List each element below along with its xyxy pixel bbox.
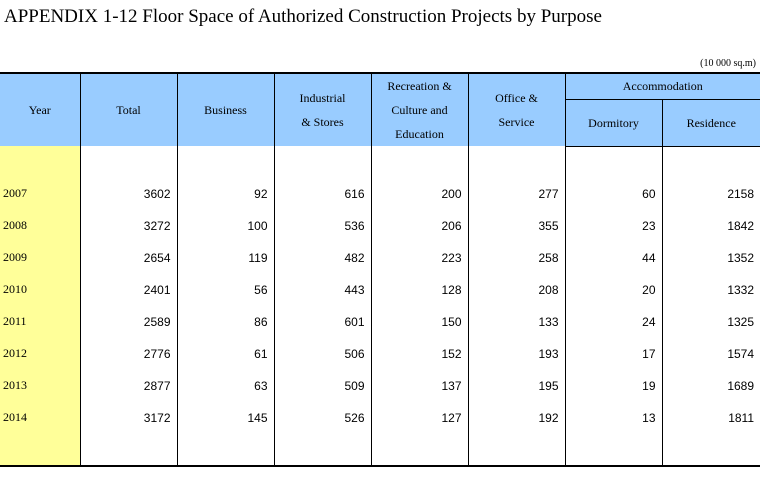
cell-year: 2012 [0, 337, 80, 370]
cell-business: 145 [176, 401, 274, 434]
header-recreation-line2: Culture and [391, 103, 448, 117]
cell-industrial: 616 [273, 177, 371, 210]
cell-year: 2011 [0, 305, 80, 338]
cell-recreation: 152 [370, 337, 468, 370]
cell-residence: 2158 [661, 177, 760, 210]
cell-dormitory: 17 [564, 337, 662, 370]
table-row: 2008 3272 100 536 206 355 23 1842 [0, 209, 760, 242]
cell-office: 193 [467, 337, 565, 370]
cell-industrial: 482 [273, 241, 371, 274]
header-industrial-line2: & Stores [301, 115, 344, 129]
table-row: 2012 2776 61 506 152 193 17 1574 [0, 337, 760, 370]
cell-industrial: 509 [273, 369, 371, 402]
cell-year: 2013 [0, 369, 80, 402]
header-year: Year [0, 72, 80, 146]
cell-year: 2009 [0, 241, 80, 274]
table-row: 2007 3602 92 616 200 277 60 2158 [0, 177, 760, 210]
cell-industrial: 443 [273, 273, 371, 306]
cell-dormitory: 60 [564, 177, 662, 210]
header-recreation-line3: Education [395, 127, 444, 141]
cell-year: 2008 [0, 209, 80, 242]
floor-space-table: Year Total Business Industrial & Stores … [0, 71, 760, 467]
cell-recreation: 206 [370, 209, 468, 242]
header-recreation-line1: Recreation & [387, 79, 452, 93]
cell-residence: 1325 [661, 305, 760, 338]
cell-industrial: 506 [273, 337, 371, 370]
table-row: 2009 2654 119 482 223 258 44 1352 [0, 241, 760, 274]
cell-business: 86 [176, 305, 274, 338]
cell-office: 133 [467, 305, 565, 338]
cell-business: 63 [176, 369, 274, 402]
cell-dormitory: 23 [564, 209, 662, 242]
cell-dormitory: 24 [564, 305, 662, 338]
header-office-line1: Office & [495, 91, 538, 105]
cell-residence: 1811 [661, 401, 760, 434]
table-row: 2010 2401 56 443 128 208 20 1332 [0, 273, 760, 306]
cell-total: 3602 [79, 177, 177, 210]
cell-office: 208 [467, 273, 565, 306]
cell-dormitory: 20 [564, 273, 662, 306]
cell-residence: 1352 [661, 241, 760, 274]
cell-total: 2401 [79, 273, 177, 306]
header-industrial-line1: Industrial [299, 91, 346, 105]
cell-recreation: 223 [370, 241, 468, 274]
header-residence: Residence [661, 98, 760, 147]
cell-residence: 1332 [661, 273, 760, 306]
cell-total: 2776 [79, 337, 177, 370]
header-dormitory: Dormitory [564, 98, 662, 147]
cell-total: 3272 [79, 209, 177, 242]
cell-residence: 1842 [661, 209, 760, 242]
header-industrial: Industrial & Stores [273, 72, 371, 146]
cell-office: 355 [467, 209, 565, 242]
unit-label: (10 000 sq.m) [700, 58, 756, 69]
cell-recreation: 137 [370, 369, 468, 402]
spacer-row-bottom [0, 433, 760, 467]
cell-dormitory: 44 [564, 241, 662, 274]
header-accommodation: Accommodation [564, 71, 760, 100]
page-title: APPENDIX 1-12 Floor Space of Authorized … [4, 6, 602, 27]
table-row: 2011 2589 86 601 150 133 24 1325 [0, 305, 760, 338]
cell-industrial: 526 [273, 401, 371, 434]
cell-business: 56 [176, 273, 274, 306]
header-total: Total [79, 72, 177, 146]
table-row: 2013 2877 63 509 137 195 19 1689 [0, 369, 760, 402]
cell-year: 2014 [0, 401, 80, 434]
cell-residence: 1574 [661, 337, 760, 370]
cell-office: 258 [467, 241, 565, 274]
cell-office: 192 [467, 401, 565, 434]
cell-industrial: 536 [273, 209, 371, 242]
cell-year: 2007 [0, 177, 80, 210]
header-recreation: Recreation & Culture and Education [370, 72, 468, 146]
cell-business: 61 [176, 337, 274, 370]
header-business: Business [176, 72, 274, 146]
cell-business: 100 [176, 209, 274, 242]
cell-dormitory: 13 [564, 401, 662, 434]
cell-industrial: 601 [273, 305, 371, 338]
cell-business: 92 [176, 177, 274, 210]
cell-year: 2010 [0, 273, 80, 306]
cell-total: 3172 [79, 401, 177, 434]
cell-recreation: 128 [370, 273, 468, 306]
header-office-line2: Service [498, 115, 535, 129]
cell-recreation: 127 [370, 401, 468, 434]
cell-residence: 1689 [661, 369, 760, 402]
cell-total: 2877 [79, 369, 177, 402]
spacer-row-top [0, 146, 760, 178]
cell-office: 195 [467, 369, 565, 402]
table-row: 2014 3172 145 526 127 192 13 1811 [0, 401, 760, 434]
cell-dormitory: 19 [564, 369, 662, 402]
header-office: Office & Service [467, 72, 565, 146]
cell-recreation: 200 [370, 177, 468, 210]
cell-recreation: 150 [370, 305, 468, 338]
cell-business: 119 [176, 241, 274, 274]
cell-total: 2589 [79, 305, 177, 338]
cell-office: 277 [467, 177, 565, 210]
cell-total: 2654 [79, 241, 177, 274]
